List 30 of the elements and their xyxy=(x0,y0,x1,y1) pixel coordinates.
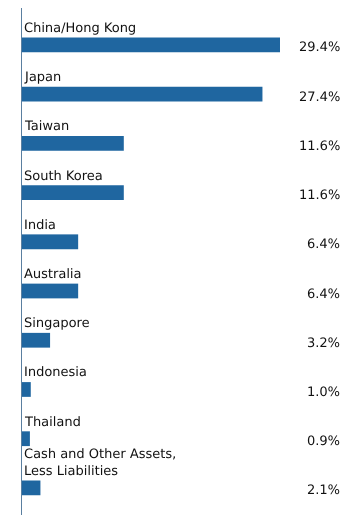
data-label: 1.0% xyxy=(307,385,340,400)
data-label: 0.9% xyxy=(307,434,340,449)
bar xyxy=(22,332,50,348)
bar xyxy=(22,38,280,52)
bar xyxy=(22,185,124,200)
bar xyxy=(22,284,78,298)
y-tick-label: Thailand xyxy=(24,415,81,430)
y-tick-label: Indonesia xyxy=(24,365,87,380)
bar xyxy=(22,431,30,446)
data-label: 6.4% xyxy=(307,237,340,252)
bar xyxy=(22,382,31,397)
bar xyxy=(22,480,40,496)
bar xyxy=(22,136,124,151)
y-tick-label: Cash and Other Assets, Less Liabilities xyxy=(24,447,176,479)
bar xyxy=(22,86,262,102)
y-tick-label: South Korea xyxy=(24,169,103,184)
y-tick-label: Australia xyxy=(24,267,82,282)
data-label: 3.2% xyxy=(307,336,340,351)
y-tick-label: Taiwan xyxy=(24,119,70,134)
y-tick-label: Japan xyxy=(24,70,62,85)
data-label: 6.4% xyxy=(307,287,340,302)
y-tick-label: India xyxy=(24,218,56,233)
data-label: 11.6% xyxy=(299,188,340,203)
y-tick-label: China/Hong Kong xyxy=(24,21,136,36)
data-label: 2.1% xyxy=(307,483,340,498)
data-label: 27.4% xyxy=(299,90,340,105)
y-tick-label: Singapore xyxy=(24,316,90,331)
data-label: 29.4% xyxy=(299,40,340,55)
data-label: 11.6% xyxy=(299,139,340,154)
bar xyxy=(22,234,78,250)
